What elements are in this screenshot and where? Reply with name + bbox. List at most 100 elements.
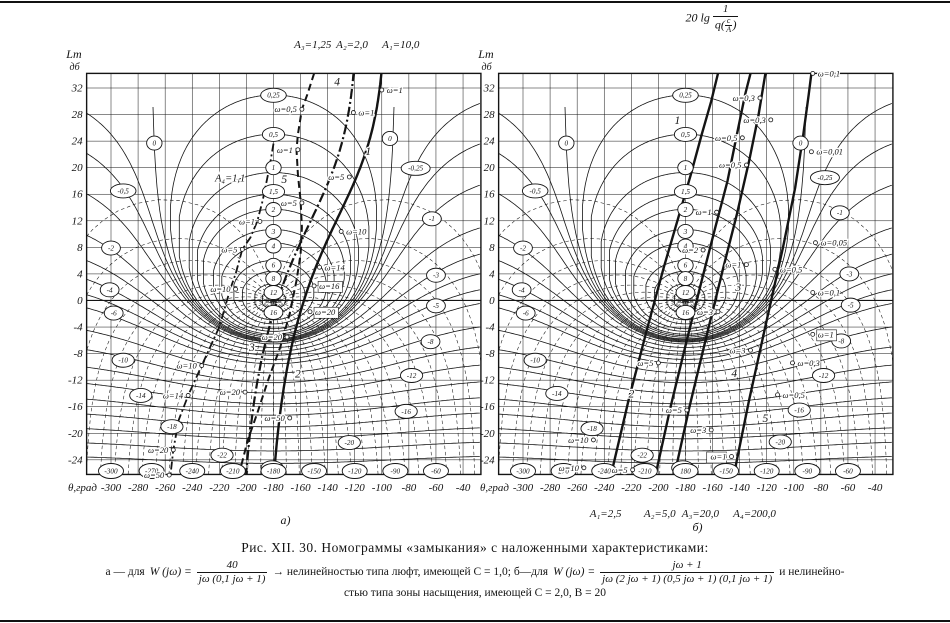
phase-contour xyxy=(127,296,274,475)
omega-point xyxy=(757,95,763,101)
m-contour xyxy=(498,289,892,360)
omega-label: ω=20 xyxy=(220,387,241,397)
circled-value-text: -10 xyxy=(118,357,128,365)
omega-label: ω=10 xyxy=(559,463,580,473)
circled-value xyxy=(677,223,694,239)
circled-value xyxy=(768,434,792,450)
m-contour xyxy=(197,193,351,337)
circled-phase xyxy=(550,463,577,479)
circled-value-text: 12 xyxy=(270,289,278,297)
omega-point xyxy=(170,447,176,453)
m-contour xyxy=(170,94,377,340)
circled-value xyxy=(263,304,284,320)
omega-label: ω=10 xyxy=(568,435,589,445)
circled-phase-text: -120 xyxy=(760,467,774,475)
phase-contour xyxy=(221,300,274,475)
circled-value-text: -2 xyxy=(520,244,526,252)
circled-value xyxy=(673,184,698,200)
omega-point xyxy=(199,363,205,368)
m-contour xyxy=(590,133,782,340)
circled-value-text: -14 xyxy=(136,392,146,400)
circled-value xyxy=(160,419,184,435)
circled-value-text: -1 xyxy=(429,215,435,223)
circled-value xyxy=(422,211,442,227)
circled-value-text: -0,25 xyxy=(817,174,832,182)
circled-value-text: -22 xyxy=(637,452,647,460)
circled-labels: 0,250,511,52346812160-0,5-2-4-6-10-14-18… xyxy=(98,87,449,479)
m-contour xyxy=(152,106,395,341)
y-tick-label: 20 xyxy=(484,162,496,174)
m-contour xyxy=(242,270,306,321)
y-tick-label: 4 xyxy=(489,268,495,280)
omega-label: ω=20 xyxy=(315,307,336,317)
y-tick-label: 4 xyxy=(77,268,83,280)
circled-value xyxy=(265,223,282,239)
omega-label: ω=1 xyxy=(387,85,403,95)
circled-value xyxy=(420,334,441,350)
omega-label: ω=0,3 xyxy=(743,115,765,125)
circled-value xyxy=(381,131,399,146)
overlay-curve-A₄=200,0 xyxy=(732,73,813,475)
circled-value-text: -14 xyxy=(552,390,562,398)
circled-phase xyxy=(423,463,449,479)
y-axis-title-db: дб xyxy=(482,62,493,73)
amplitude-label-top: A₃=1,25 xyxy=(293,39,332,51)
circled-value-text: 0 xyxy=(153,140,157,148)
phase-contour xyxy=(685,300,764,475)
circled-value-text: 4 xyxy=(272,242,276,250)
formula-fraction: 1 q(c A) xyxy=(712,3,739,34)
curve-number-label: 5 xyxy=(762,413,768,425)
circled-value xyxy=(400,160,431,176)
x-tick-label: -220 xyxy=(209,482,230,494)
x-tick-label: -160 xyxy=(702,482,723,494)
circled-value xyxy=(677,202,694,217)
m-contour xyxy=(498,253,892,352)
axis-labels: -300 -280 -260 -240 -220 -200 -180 -160 -140 -120… xyxy=(477,47,883,534)
circled-value xyxy=(101,240,121,256)
omega-point xyxy=(591,437,596,443)
magnitude-contours xyxy=(86,94,480,464)
omega-label: ω=14 xyxy=(325,262,346,272)
x-tick-label: -60 xyxy=(429,482,444,494)
circled-value xyxy=(630,447,654,463)
circled-phase xyxy=(794,463,821,479)
circled-phase-text: 270 xyxy=(558,467,569,475)
x-tick-label: -160 xyxy=(290,482,311,494)
curve-number-label: 4 xyxy=(334,76,340,88)
omega-label-box xyxy=(706,451,727,464)
omega-label: ω=0,5 xyxy=(719,160,741,170)
omega-label: ω=1 xyxy=(711,452,727,462)
circled-value xyxy=(521,183,549,199)
circled-value-text: -5 xyxy=(848,302,854,310)
omega-label: ω=0,3 xyxy=(733,93,755,103)
x-tick-label: -180 xyxy=(263,482,284,494)
circled-phase-text: -210 xyxy=(638,467,652,475)
closed-loop-formula-title: 20 lg 1 q(c A) xyxy=(642,3,782,34)
omega-label: ω=0,5 xyxy=(275,104,297,114)
x-tick-label: -300 xyxy=(513,482,534,494)
m-contour xyxy=(498,184,892,345)
overlay-curve-A₁=2,5 xyxy=(609,73,720,475)
omega-label: ω=0,5 xyxy=(715,133,737,143)
omega-point xyxy=(299,200,305,206)
y-tick-label: -24 xyxy=(68,454,83,466)
circled-value-text: 16 xyxy=(682,309,690,317)
omega-label: ω=5 xyxy=(666,405,682,415)
circled-value-text: -0,5 xyxy=(117,187,129,195)
omega-label-box xyxy=(317,281,343,293)
circled-value xyxy=(426,298,446,314)
circled-value xyxy=(400,368,424,383)
overlay-curves xyxy=(169,73,383,475)
m-contour xyxy=(645,260,727,325)
circled-phase xyxy=(260,463,287,479)
circled-phase xyxy=(138,463,165,479)
m-contour xyxy=(178,133,370,340)
circled-value xyxy=(675,285,696,300)
circled-value-text: 3 xyxy=(683,228,688,236)
y-tick-label: -24 xyxy=(480,454,495,466)
omega-point xyxy=(166,472,172,478)
overlay-curves xyxy=(609,73,813,475)
x-tick-label: -140 xyxy=(730,482,751,494)
amplitude-label-bottom: A₃=20,0 xyxy=(681,508,720,520)
